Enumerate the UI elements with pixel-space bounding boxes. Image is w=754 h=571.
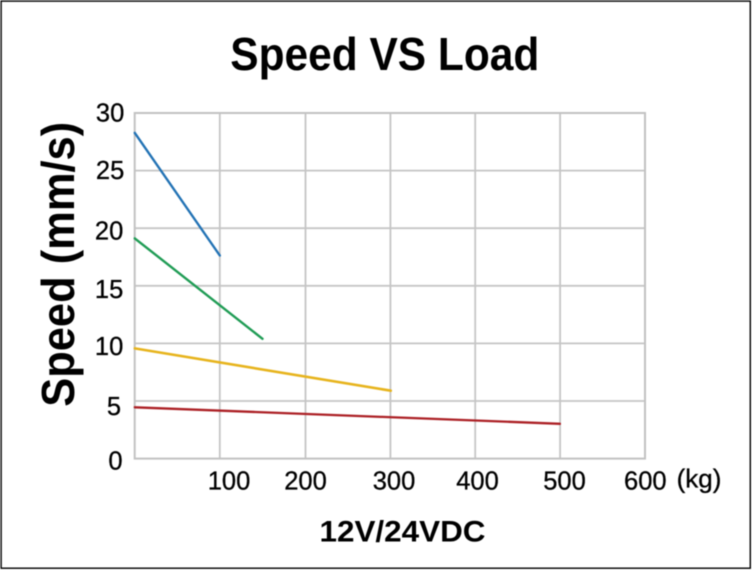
svg-text:Speed (mm/s): Speed (mm/s) bbox=[32, 122, 84, 407]
svg-text:600: 600 bbox=[624, 467, 667, 495]
svg-text:12V/24VDC: 12V/24VDC bbox=[320, 515, 486, 548]
svg-text:(kg): (kg) bbox=[677, 464, 722, 494]
svg-text:5: 5 bbox=[107, 393, 121, 421]
svg-text:400: 400 bbox=[456, 467, 499, 495]
svg-text:0: 0 bbox=[108, 447, 122, 475]
svg-text:25: 25 bbox=[96, 157, 124, 185]
svg-text:500: 500 bbox=[543, 467, 586, 495]
svg-text:200: 200 bbox=[284, 467, 327, 495]
svg-text:15: 15 bbox=[95, 276, 123, 304]
svg-text:20: 20 bbox=[95, 217, 123, 245]
svg-text:10: 10 bbox=[95, 333, 123, 361]
svg-text:300: 300 bbox=[373, 467, 416, 495]
svg-text:100: 100 bbox=[208, 467, 251, 495]
svg-text:30: 30 bbox=[96, 100, 124, 128]
svg-text:Speed VS Load: Speed VS Load bbox=[230, 28, 539, 80]
